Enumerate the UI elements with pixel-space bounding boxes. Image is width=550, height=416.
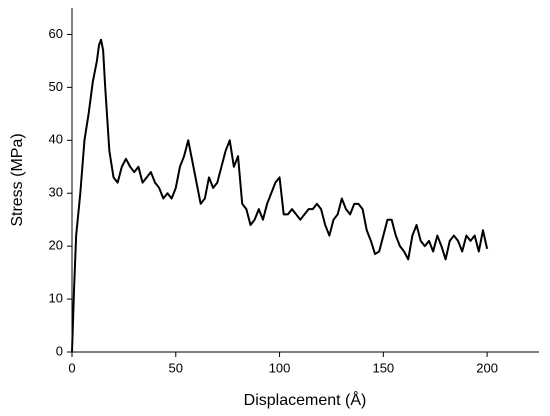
x-tick-label: 50	[169, 360, 183, 375]
y-tick-label: 50	[49, 79, 63, 94]
y-tick-label: 0	[56, 343, 63, 358]
x-tick-label: 150	[372, 360, 394, 375]
x-tick-label: 200	[476, 360, 498, 375]
y-tick-label: 60	[49, 26, 63, 41]
y-tick-label: 10	[49, 291, 63, 306]
x-tick-label: 100	[269, 360, 291, 375]
x-tick-label: 0	[68, 360, 75, 375]
x-axis-label: Displacement (Å)	[244, 390, 367, 409]
y-tick-label: 20	[49, 238, 63, 253]
y-tick-label: 40	[49, 132, 63, 147]
data-line	[71, 38, 489, 353]
y-tick-label: 30	[49, 185, 63, 200]
y-axis-label: Stress (MPa)	[9, 133, 26, 226]
